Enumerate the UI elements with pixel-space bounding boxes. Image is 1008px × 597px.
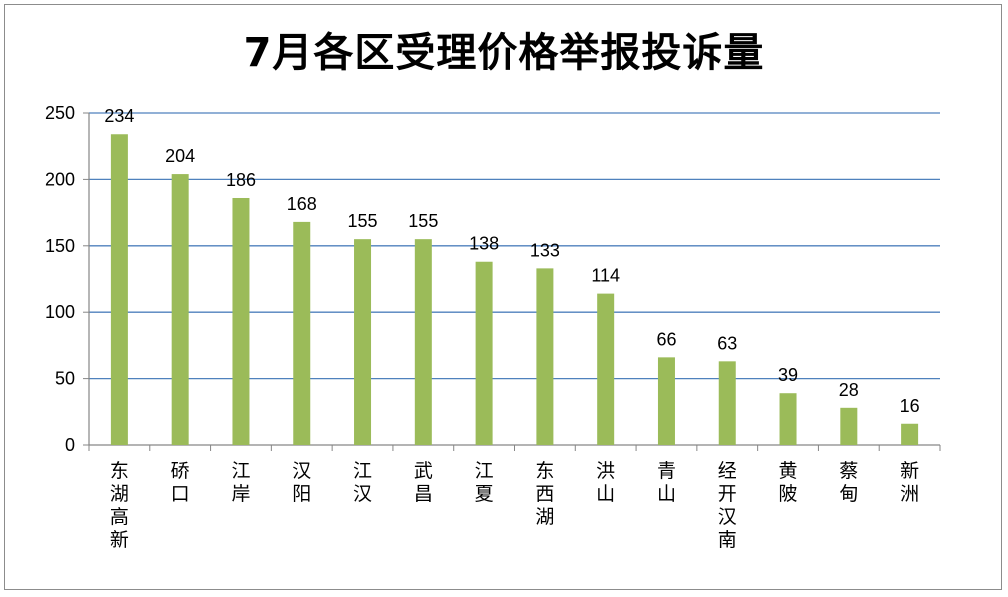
bar (354, 239, 372, 445)
y-tick-label: 150 (45, 236, 75, 256)
category-label: 经开汉南 (718, 460, 737, 551)
bar (901, 423, 919, 445)
data-label: 63 (717, 333, 737, 353)
data-label: 155 (348, 211, 378, 231)
y-tick-label: 0 (65, 435, 75, 455)
data-label: 204 (165, 146, 195, 166)
data-label: 234 (104, 106, 134, 126)
bar (293, 221, 311, 445)
data-label: 168 (287, 194, 317, 214)
bar (718, 361, 736, 445)
data-label: 155 (408, 211, 438, 231)
data-label: 138 (469, 234, 499, 254)
axes (83, 112, 941, 451)
category-label: 青山 (657, 460, 676, 505)
gridlines (89, 112, 940, 380)
chart-frame (4, 4, 1002, 590)
category-label: 江夏 (475, 460, 494, 505)
category-label: 江汉 (353, 460, 372, 505)
chart-title: 7月各区受理价格举报投诉量 (243, 30, 765, 76)
category-label: 新洲 (900, 460, 919, 505)
data-label: 66 (656, 329, 676, 349)
bar (475, 261, 493, 445)
data-label: 114 (591, 266, 620, 286)
bars (110, 134, 919, 446)
bar (171, 174, 189, 445)
bar (657, 357, 675, 445)
category-label: 硚口 (171, 460, 190, 505)
bar (110, 134, 128, 446)
y-tick-label: 100 (45, 302, 75, 322)
y-tick-label: 50 (55, 369, 75, 389)
data-label: 133 (530, 240, 560, 260)
data-label: 28 (839, 380, 859, 400)
bar (779, 393, 797, 445)
data-label: 186 (226, 170, 256, 190)
bar (232, 197, 250, 445)
y-tick-label: 200 (45, 169, 75, 189)
category-label: 洪山 (596, 460, 615, 505)
bar (414, 239, 432, 445)
category-label: 武昌 (414, 460, 433, 505)
category-label: 东西湖 (535, 460, 554, 528)
data-label: 39 (778, 365, 798, 385)
y-tick-label: 250 (45, 103, 75, 123)
bar (597, 293, 615, 445)
category-label: 江岸 (231, 460, 250, 505)
category-label: 汉阳 (292, 460, 311, 505)
category-label: 黄陂 (779, 460, 798, 505)
bar (536, 268, 554, 445)
category-label: 蔡甸 (839, 460, 858, 505)
bar (840, 407, 858, 445)
data-labels: 234 204 186 168 155 155 138 133 114 66 63 39 28 16 (104, 106, 919, 416)
y-tick-labels: 0 50 100 150 200 250 (45, 103, 75, 455)
category-label: 东湖高新 (110, 460, 129, 551)
data-label: 16 (900, 396, 920, 416)
